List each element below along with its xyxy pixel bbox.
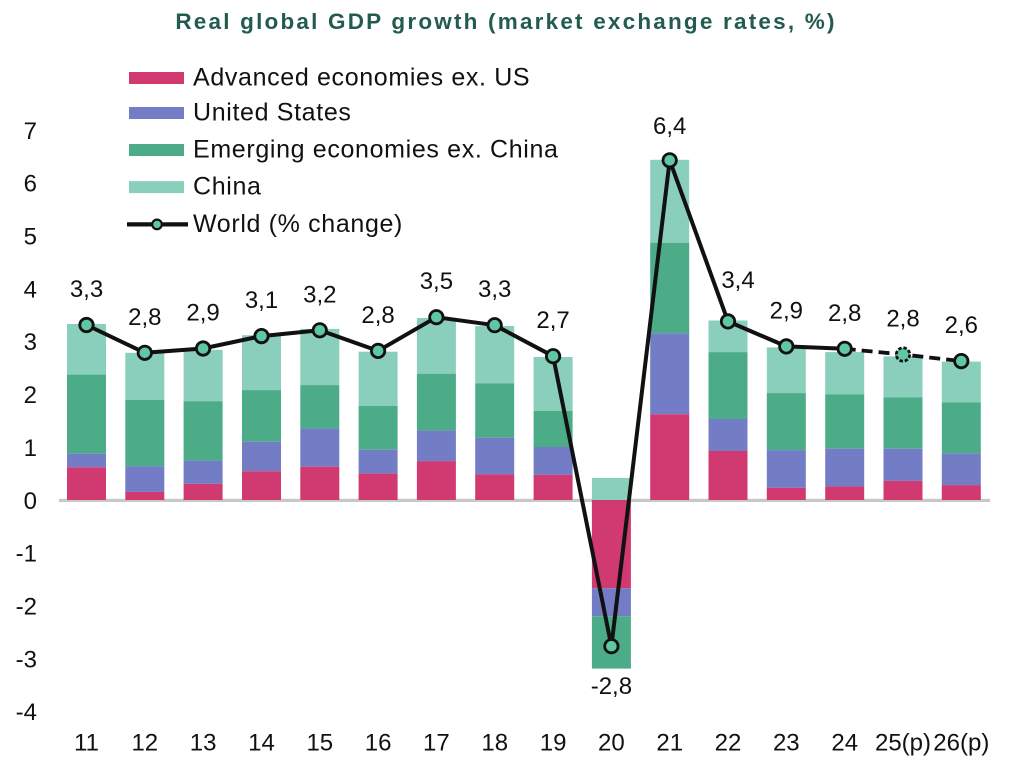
svg-text:24: 24 — [831, 730, 858, 757]
svg-text:4: 4 — [24, 276, 37, 303]
svg-text:6: 6 — [24, 171, 37, 198]
svg-text:16: 16 — [365, 730, 392, 757]
svg-text:11: 11 — [74, 730, 99, 757]
svg-text:World (% change): World (% change) — [193, 210, 403, 238]
svg-text:-4: -4 — [16, 699, 37, 726]
svg-text:2,8: 2,8 — [828, 300, 861, 327]
svg-text:1: 1 — [24, 435, 37, 462]
svg-text:-2,8: -2,8 — [591, 673, 632, 700]
svg-text:3,4: 3,4 — [721, 267, 754, 294]
svg-text:20: 20 — [598, 730, 625, 757]
svg-text:2,8: 2,8 — [361, 302, 394, 329]
svg-text:Real global GDP growth (market: Real global GDP growth (market exchange … — [175, 9, 836, 34]
svg-text:5: 5 — [24, 224, 37, 251]
svg-text:19: 19 — [540, 730, 567, 757]
svg-text:22: 22 — [715, 730, 742, 757]
svg-text:3,3: 3,3 — [70, 276, 103, 303]
svg-text:3,1: 3,1 — [245, 287, 278, 314]
svg-text:21: 21 — [656, 730, 683, 757]
svg-text:China: China — [193, 173, 262, 201]
svg-text:12: 12 — [131, 730, 158, 757]
svg-text:18: 18 — [481, 730, 508, 757]
svg-text:15: 15 — [306, 730, 333, 757]
svg-text:-3: -3 — [16, 646, 37, 673]
svg-text:0: 0 — [24, 488, 37, 515]
svg-text:2,9: 2,9 — [186, 300, 219, 327]
svg-text:6,4: 6,4 — [653, 113, 686, 140]
svg-text:17: 17 — [423, 730, 450, 757]
svg-text:3,3: 3,3 — [478, 276, 511, 303]
svg-text:2,9: 2,9 — [770, 297, 803, 324]
svg-text:United States: United States — [193, 99, 352, 127]
svg-text:23: 23 — [773, 730, 800, 757]
svg-text:2,7: 2,7 — [536, 307, 569, 334]
svg-text:Emerging economies ex. China: Emerging economies ex. China — [193, 136, 559, 164]
svg-text:2,8: 2,8 — [128, 304, 161, 331]
svg-text:-2: -2 — [16, 594, 37, 621]
svg-text:2,6: 2,6 — [945, 312, 978, 339]
svg-text:3: 3 — [24, 329, 37, 356]
svg-text:3,5: 3,5 — [420, 268, 453, 295]
svg-text:26(p): 26(p) — [933, 730, 989, 757]
svg-text:13: 13 — [190, 730, 217, 757]
svg-text:25(p): 25(p) — [875, 730, 931, 757]
svg-text:14: 14 — [248, 730, 275, 757]
svg-text:3,2: 3,2 — [303, 281, 336, 308]
svg-text:-1: -1 — [16, 541, 37, 568]
svg-text:7: 7 — [24, 118, 37, 145]
svg-text:2: 2 — [24, 382, 37, 409]
svg-text:2,8: 2,8 — [886, 306, 919, 333]
svg-text:Advanced economies ex. US: Advanced economies ex. US — [193, 64, 530, 92]
